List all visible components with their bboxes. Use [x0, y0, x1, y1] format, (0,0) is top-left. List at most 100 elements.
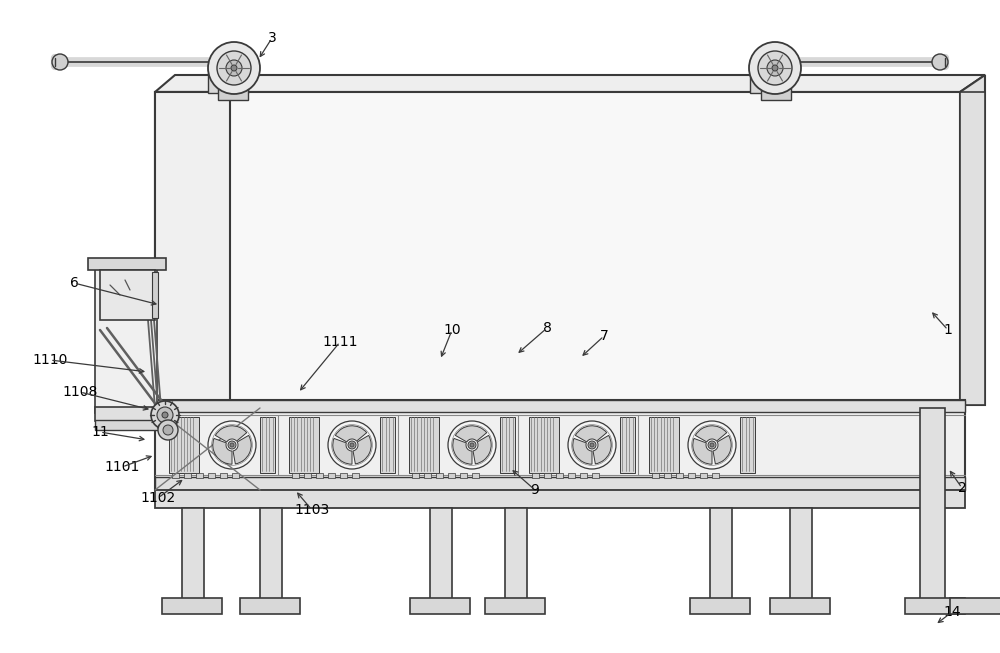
- Bar: [155, 477, 965, 490]
- Bar: [448, 473, 455, 478]
- Bar: [340, 473, 347, 478]
- Text: 8: 8: [543, 321, 551, 335]
- Bar: [505, 508, 527, 603]
- Bar: [500, 417, 515, 473]
- Text: 11: 11: [91, 425, 109, 439]
- Text: 1110: 1110: [32, 353, 68, 367]
- Circle shape: [217, 51, 251, 85]
- Text: 1101: 1101: [104, 460, 140, 474]
- Bar: [260, 508, 282, 603]
- Text: 1103: 1103: [294, 503, 330, 517]
- Bar: [649, 417, 679, 473]
- Bar: [155, 400, 965, 490]
- Bar: [472, 473, 479, 478]
- Wedge shape: [215, 426, 247, 442]
- Bar: [208, 73, 248, 93]
- Bar: [169, 417, 199, 473]
- Circle shape: [208, 42, 260, 94]
- Bar: [905, 598, 965, 614]
- Text: 9: 9: [531, 483, 539, 497]
- Bar: [664, 473, 671, 478]
- Bar: [424, 473, 431, 478]
- Bar: [544, 473, 551, 478]
- Circle shape: [52, 54, 68, 70]
- Bar: [710, 508, 732, 603]
- Circle shape: [590, 443, 594, 447]
- Wedge shape: [353, 436, 371, 464]
- Bar: [568, 473, 575, 478]
- Bar: [182, 508, 204, 603]
- Bar: [88, 258, 166, 270]
- Circle shape: [151, 401, 179, 429]
- Text: 3: 3: [268, 31, 276, 45]
- Circle shape: [348, 441, 356, 449]
- Bar: [152, 272, 158, 318]
- Bar: [196, 473, 203, 478]
- Wedge shape: [473, 436, 491, 464]
- Bar: [430, 508, 452, 603]
- Circle shape: [448, 421, 496, 469]
- Circle shape: [688, 421, 736, 469]
- Bar: [172, 473, 179, 478]
- Bar: [620, 417, 635, 473]
- Bar: [155, 490, 965, 508]
- Bar: [95, 420, 170, 430]
- Bar: [652, 473, 659, 478]
- Bar: [95, 407, 170, 421]
- Wedge shape: [333, 438, 352, 464]
- Wedge shape: [213, 438, 232, 464]
- Bar: [328, 473, 335, 478]
- Bar: [155, 92, 960, 405]
- Bar: [410, 598, 470, 614]
- Bar: [218, 88, 248, 100]
- Bar: [770, 598, 830, 614]
- Bar: [920, 408, 945, 608]
- Circle shape: [749, 42, 801, 94]
- Text: 10: 10: [443, 323, 461, 337]
- Circle shape: [710, 443, 714, 447]
- Wedge shape: [695, 426, 727, 442]
- Text: 1102: 1102: [140, 491, 176, 505]
- Bar: [184, 473, 191, 478]
- Bar: [712, 473, 719, 478]
- Wedge shape: [593, 436, 611, 464]
- Circle shape: [162, 412, 168, 418]
- Circle shape: [772, 65, 778, 71]
- Bar: [155, 400, 965, 412]
- Bar: [155, 92, 230, 405]
- Circle shape: [208, 421, 256, 469]
- Wedge shape: [575, 426, 607, 442]
- Bar: [208, 473, 215, 478]
- Bar: [592, 473, 599, 478]
- Circle shape: [767, 60, 783, 76]
- Circle shape: [230, 443, 234, 447]
- Circle shape: [758, 51, 792, 85]
- Bar: [960, 92, 985, 405]
- Text: 6: 6: [70, 276, 78, 290]
- Circle shape: [932, 54, 948, 70]
- Bar: [950, 598, 1000, 614]
- Bar: [260, 417, 275, 473]
- Text: 1108: 1108: [62, 385, 98, 399]
- Bar: [220, 473, 227, 478]
- Text: 1: 1: [944, 323, 952, 337]
- Bar: [316, 473, 323, 478]
- Circle shape: [228, 441, 236, 449]
- Circle shape: [708, 441, 716, 449]
- Circle shape: [328, 421, 376, 469]
- Bar: [740, 417, 755, 473]
- Wedge shape: [455, 426, 487, 442]
- Bar: [304, 473, 311, 478]
- Bar: [289, 417, 319, 473]
- Wedge shape: [693, 438, 712, 464]
- Wedge shape: [453, 438, 472, 464]
- Circle shape: [163, 425, 173, 435]
- Bar: [676, 473, 683, 478]
- Polygon shape: [960, 75, 985, 405]
- Bar: [761, 88, 791, 100]
- Bar: [292, 473, 299, 478]
- Text: 2: 2: [958, 481, 966, 495]
- Circle shape: [157, 407, 173, 423]
- Bar: [380, 417, 395, 473]
- Circle shape: [468, 441, 476, 449]
